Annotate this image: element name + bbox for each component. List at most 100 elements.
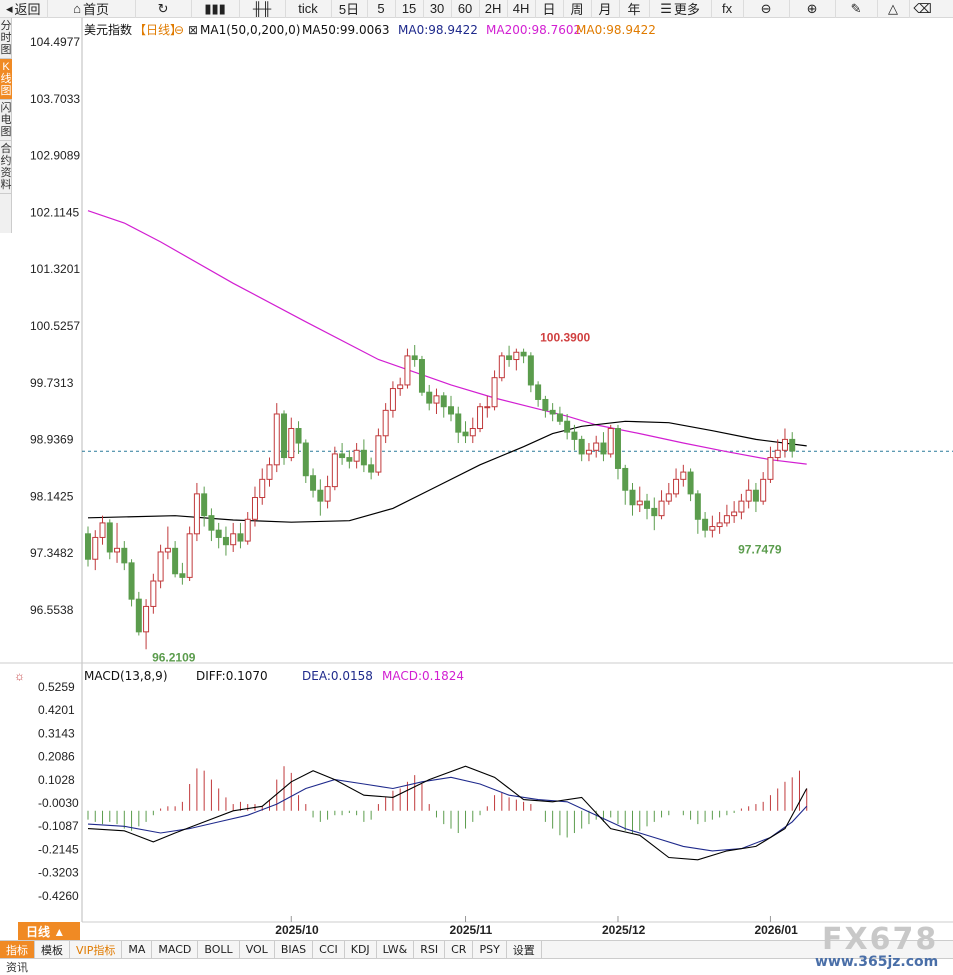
indicator-tab-2[interactable]: VIP指标 [70, 940, 123, 959]
candle-body [745, 489, 752, 502]
candle-body [157, 551, 164, 582]
candle-body [150, 580, 157, 607]
period-button-5[interactable]: 2H [480, 0, 508, 18]
period-button-0[interactable]: 5日 [332, 0, 368, 18]
price-tick-label: 98.9369 [30, 433, 74, 447]
candle-body [484, 406, 491, 409]
candle-body [694, 493, 701, 520]
candle-body [462, 431, 469, 437]
bar-chart-button[interactable]: ▮▮▮ [192, 0, 240, 18]
macd-tick-label: -0.2145 [38, 842, 79, 856]
price-tick-label: 102.1145 [30, 205, 79, 219]
candle-body [491, 377, 498, 408]
ma50-line [87, 420, 807, 523]
candle-body [709, 526, 716, 531]
period-button-6[interactable]: 4H [508, 0, 536, 18]
price-tick-label: 100.5257 [30, 319, 80, 333]
candle-body [244, 518, 251, 542]
indicator-tab-0[interactable]: 指标 [0, 940, 35, 959]
indicator-tab-3[interactable]: MA [122, 940, 153, 959]
indicator-tab-11[interactable]: RSI [414, 940, 446, 959]
sidebar-tab-3[interactable]: 合约资料 [0, 141, 12, 194]
candle-body [375, 435, 382, 473]
formula-button[interactable]: fx [712, 0, 744, 18]
macd-header-item: DEA:0.0158 [302, 669, 373, 683]
home-button[interactable]: ⌂ 首页 [48, 0, 136, 18]
candle-body [520, 351, 527, 357]
candlestick-button[interactable]: ╫╫ [240, 0, 286, 18]
tick-button[interactable]: tick [286, 0, 332, 18]
indicator-tab-6[interactable]: VOL [240, 940, 275, 959]
sidebar-tab-2[interactable]: 闪电图 [0, 100, 12, 141]
more-button[interactable]: ☰ 更多 [650, 0, 712, 18]
menu-icon: ☰ [660, 0, 672, 16]
triangle-button[interactable]: △ [878, 0, 910, 18]
indicator-tab-13[interactable]: PSY [473, 940, 507, 959]
macd-tick-label: -0.0030 [38, 796, 79, 810]
indicator-tab-8[interactable]: CCI [313, 940, 345, 959]
candle-body [665, 493, 672, 502]
home-icon: ⌂ [73, 1, 81, 16]
x-tick-label: 2025/11 [450, 923, 493, 937]
header-item: ⊖ [174, 23, 184, 37]
candle-body [455, 413, 462, 433]
candle-body [259, 478, 266, 499]
period-button-9[interactable]: 月 [592, 0, 620, 18]
header-item: ⊠ [188, 23, 198, 37]
period-button-4[interactable]: 60 [452, 0, 480, 18]
indicator-tab-10[interactable]: LW& [377, 940, 415, 959]
period-button-2[interactable]: 15 [396, 0, 424, 18]
x-tick-label: 2026/01 [754, 923, 798, 937]
indicator-tab-1[interactable]: 模板 [35, 940, 70, 959]
candle-body [789, 438, 796, 452]
price-tick-label: 97.3482 [30, 546, 74, 560]
period-button-1[interactable]: 5 [368, 0, 396, 18]
draw-button[interactable]: ✎ [836, 0, 878, 18]
candle-body [527, 355, 534, 386]
zoom-in-button[interactable]: ⊕ [790, 0, 836, 18]
period-button-3[interactable]: 30 [424, 0, 452, 18]
candle-body [128, 562, 135, 600]
period-button-8[interactable]: 周 [564, 0, 592, 18]
candle-body [578, 438, 585, 455]
header-item: MA1(50,0,200,0) [200, 23, 300, 37]
sidebar-tab-0[interactable]: 分时图 [0, 18, 12, 59]
indicator-tab-4[interactable]: MACD [152, 940, 199, 959]
price-tick-label: 99.7313 [30, 376, 74, 390]
pen-icon: ✎ [850, 0, 862, 16]
eraser-button[interactable]: ⌫ [910, 0, 936, 18]
candle-body [143, 605, 150, 633]
candle-body [230, 533, 237, 546]
indicator-tab-14[interactable]: 设置 [507, 940, 542, 959]
candle-body [680, 471, 687, 480]
period-button-7[interactable]: 日 [536, 0, 564, 18]
candle-body [440, 395, 447, 408]
candle-body [636, 500, 643, 506]
candle-body [251, 497, 258, 520]
triangle-icon: △ [888, 0, 899, 16]
header-item: MA0:98.9422 [398, 23, 478, 37]
indicator-tab-12[interactable]: CR [445, 940, 474, 959]
candle-body [513, 351, 520, 361]
candle-body [781, 438, 788, 451]
price-tick-label: 98.1425 [30, 489, 74, 503]
indicator-tab-7[interactable]: BIAS [275, 940, 314, 959]
zoom-out-button[interactable]: ⊖ [744, 0, 790, 18]
indicator-tab-5[interactable]: BOLL [198, 940, 240, 959]
kline-chart[interactable]: 104.4977 103.7033 102.9089 102.1145 101.3201… [0, 18, 953, 940]
candle-body [651, 507, 658, 517]
candle-body [237, 533, 244, 542]
indicator-tab-9[interactable]: KDJ [345, 940, 377, 959]
candle-body [498, 355, 505, 379]
period-button-10[interactable]: 年 [620, 0, 650, 18]
toolbar: ◂ 返回 ⌂ 首页 ↻ ▮▮▮ ╫╫ tick 5日 5 15 30 60 2H 4H 日周月年 … [0, 0, 953, 18]
candle-body [607, 428, 614, 455]
back-button[interactable]: ◂ 返回 [0, 0, 48, 18]
period-selector[interactable]: 日线 ▲ [18, 922, 80, 940]
candle-body [114, 547, 121, 553]
price-tick-label: 102.9089 [30, 149, 80, 163]
candle-body [658, 500, 665, 517]
refresh-button[interactable]: ↻ [136, 0, 192, 18]
candle-body [331, 453, 338, 488]
